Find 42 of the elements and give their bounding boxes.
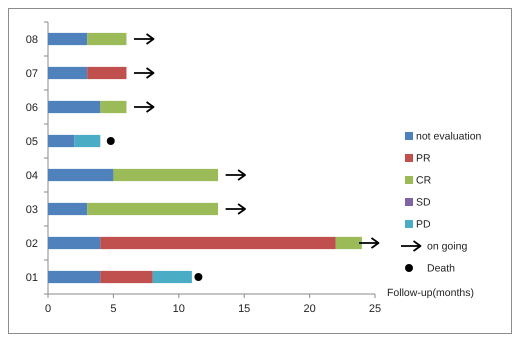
bar (152, 270, 192, 284)
bar (87, 66, 126, 80)
bar (74, 134, 100, 148)
y-tick-label: 04 (26, 170, 38, 182)
y-tick-label: 01 (26, 272, 38, 284)
point (106, 137, 115, 145)
x-tick-label: 25 (368, 303, 382, 315)
y-tick-label: 08 (26, 34, 38, 46)
bar (87, 32, 126, 46)
legend-label: SD (416, 196, 432, 209)
bar (48, 134, 74, 148)
bar (48, 236, 100, 250)
y-tick-label: 03 (26, 204, 38, 216)
bar (48, 168, 114, 182)
y-tick-label: 06 (26, 102, 38, 114)
legend-label: on going (427, 240, 468, 253)
bar (48, 100, 100, 114)
x-tick-label: 10 (172, 303, 185, 315)
legend-label: Death (427, 262, 456, 275)
x-tick-label: 0 (44, 303, 52, 315)
bar (100, 270, 153, 284)
y-tick-label: 02 (26, 238, 38, 250)
y-tick-label: 05 (26, 136, 38, 148)
bar (87, 202, 218, 216)
point (194, 273, 202, 281)
bar (48, 32, 88, 46)
y-tick-label: 07 (26, 68, 38, 80)
legend-label: not evaluation (416, 130, 482, 143)
x-tick-label: 5 (110, 303, 116, 315)
bar (48, 66, 88, 80)
bar (48, 270, 100, 284)
bar (48, 202, 88, 216)
bar (113, 168, 218, 182)
legend-label: CR (416, 174, 432, 187)
bar (100, 236, 336, 250)
legend-label: PR (416, 152, 432, 165)
legend-label: PD (416, 218, 432, 231)
bar (336, 236, 362, 250)
bar (100, 100, 126, 114)
x-tick-label: 20 (303, 303, 316, 315)
x-axis-title: Follow-up(months) (387, 287, 474, 299)
x-tick-label: 15 (238, 303, 250, 315)
